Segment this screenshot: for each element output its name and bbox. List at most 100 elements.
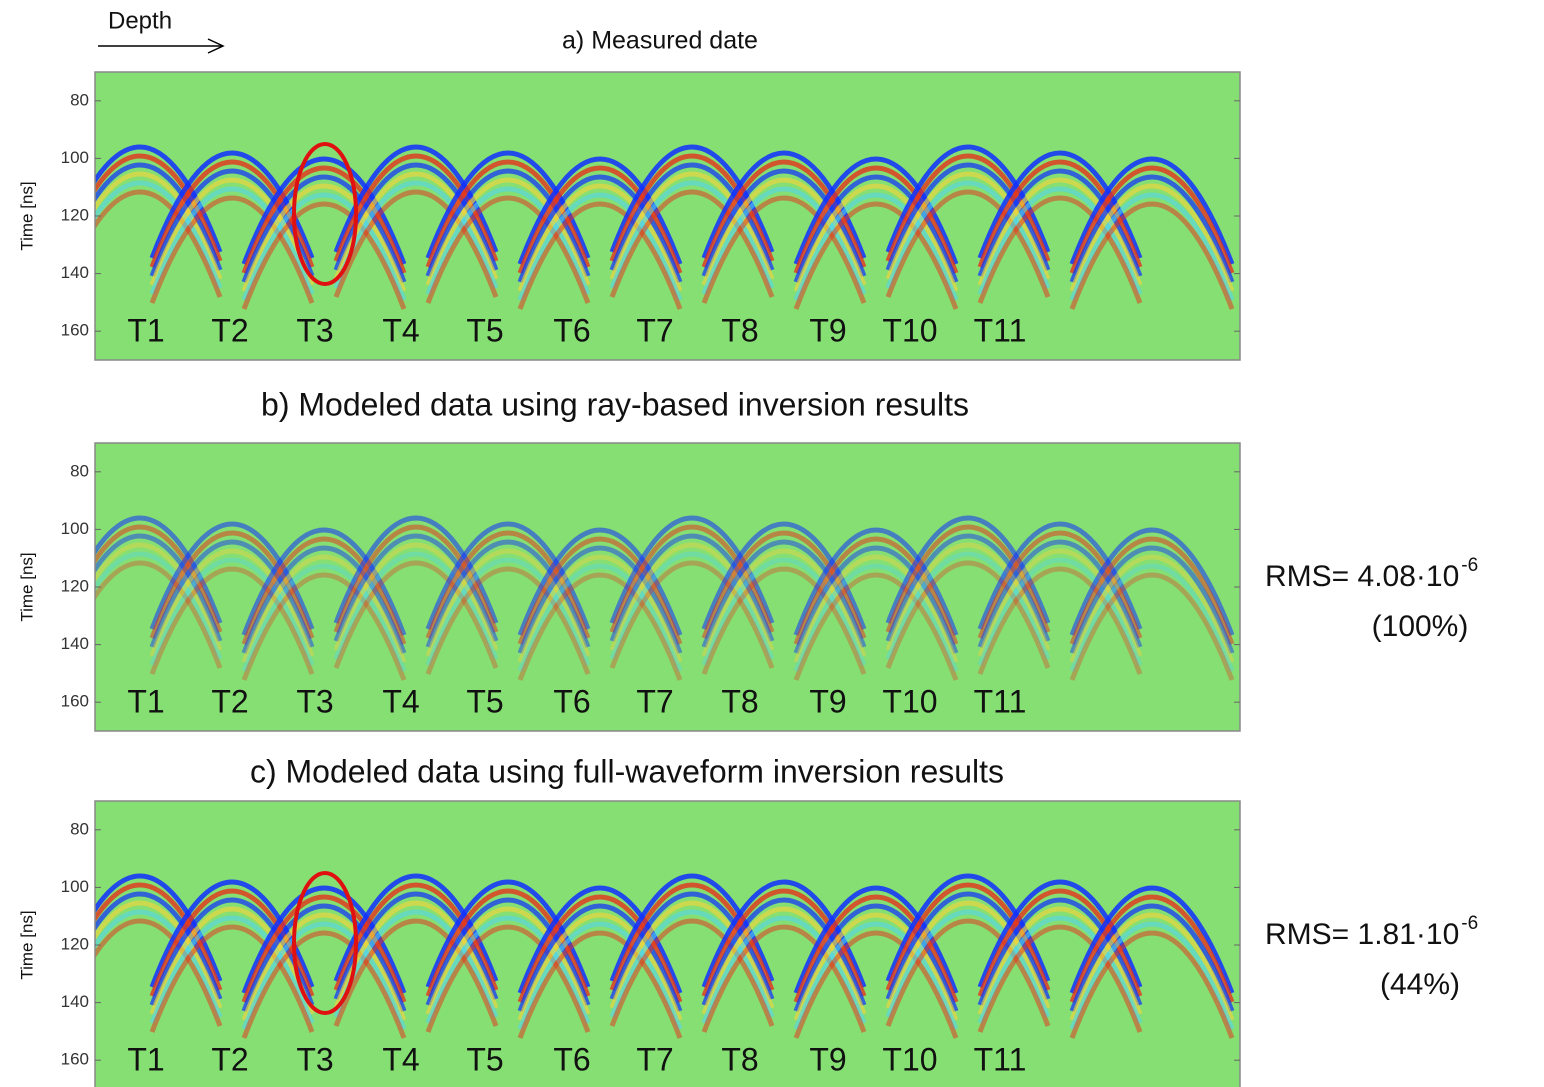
wave-arc <box>885 551 1051 660</box>
wave-arc <box>885 180 1051 289</box>
wave-arc <box>701 897 867 1006</box>
trace-label: T4 <box>382 1042 419 1078</box>
wave-arc <box>241 174 407 283</box>
y-tick-label: 140 <box>61 634 89 653</box>
wave-arc <box>517 183 683 292</box>
wave-arc <box>609 515 775 624</box>
wave-arc <box>425 539 591 648</box>
wave-arc <box>95 918 223 1027</box>
wave-arc <box>609 542 775 651</box>
wave-arc <box>977 195 1143 304</box>
trace-label: T2 <box>211 313 248 349</box>
wave-arc <box>241 894 407 1003</box>
wave-arc <box>95 515 223 624</box>
wave-arc <box>609 560 775 669</box>
wave-arc <box>885 515 1051 624</box>
wave-arc <box>1069 192 1235 301</box>
wave-arc <box>95 909 223 1018</box>
wave-arc <box>609 900 775 1009</box>
y-tick-label: 160 <box>61 321 89 340</box>
y-tick-label: 140 <box>61 263 89 282</box>
wave-arc <box>885 891 1051 1000</box>
rms-percent: (100%) <box>1372 610 1469 643</box>
wave-arc <box>1069 183 1235 292</box>
wave-arc <box>333 918 499 1027</box>
wave-arc <box>793 912 959 1021</box>
wave-arc <box>885 542 1051 651</box>
rms-text: RMS= 4.08·10 <box>1265 560 1459 593</box>
trace-label: T1 <box>127 684 164 720</box>
wave-arc <box>977 897 1143 1006</box>
wave-arc <box>977 530 1143 639</box>
wave-arc <box>333 189 499 298</box>
wave-arc <box>517 885 683 994</box>
wave-arc <box>977 548 1143 657</box>
wave-arc <box>425 906 591 1015</box>
wave-arc <box>241 156 407 265</box>
wave-arc <box>793 545 959 654</box>
wave-arc <box>95 162 223 271</box>
trace-label: T9 <box>809 313 846 349</box>
panel-title: b) Modeled data using ray-based inversio… <box>261 386 969 422</box>
wave-arc <box>149 897 315 1006</box>
wave-arc <box>1069 921 1235 1030</box>
wave-arc <box>1069 572 1235 681</box>
trace-label: T6 <box>553 313 590 349</box>
wave-arc <box>425 177 591 286</box>
trace-label: T7 <box>636 1042 673 1078</box>
wave-arc <box>241 545 407 654</box>
highlight-ellipse <box>292 871 358 1015</box>
wave-arc <box>333 542 499 651</box>
wave-arc <box>333 524 499 633</box>
y-tick-label: 140 <box>61 992 89 1011</box>
trace-label: T8 <box>721 1042 758 1078</box>
wave-arc <box>517 201 683 310</box>
rms-exponent: -6 <box>1461 555 1478 576</box>
wave-arc <box>517 894 683 1003</box>
wave-arc <box>149 915 315 1024</box>
wave-arc <box>333 551 499 660</box>
wave-arc <box>977 557 1143 666</box>
trace-label: T1 <box>127 1042 164 1078</box>
wave-arc <box>425 924 591 1033</box>
trace-label: T10 <box>882 684 937 720</box>
wave-arc <box>95 524 223 633</box>
wave-arc <box>977 566 1143 675</box>
wave-arc <box>1069 563 1235 672</box>
wave-arc <box>425 168 591 277</box>
wave-arc <box>425 548 591 657</box>
wave-arc <box>241 921 407 1030</box>
rms-percent: (44%) <box>1380 968 1460 1001</box>
wave-arc <box>95 189 223 298</box>
trace-label: T5 <box>466 684 503 720</box>
trace-label: T8 <box>721 313 758 349</box>
wave-arc <box>95 542 223 651</box>
wave-arc <box>425 897 591 1006</box>
wave-arc <box>333 180 499 289</box>
wave-arc <box>241 912 407 1021</box>
wave-arc <box>517 527 683 636</box>
wave-arc <box>1069 894 1235 1003</box>
wave-arc <box>1069 912 1235 1021</box>
y-axis-label: Time [ns] <box>17 181 36 250</box>
wave-arc <box>517 536 683 645</box>
wave-arc <box>95 171 223 280</box>
wave-arc <box>793 930 959 1039</box>
wave-arc <box>241 527 407 636</box>
y-tick-label: 120 <box>61 934 89 953</box>
wave-arc <box>977 521 1143 630</box>
trace-label: T7 <box>636 684 673 720</box>
wave-arc <box>609 891 775 1000</box>
wave-arc <box>609 162 775 271</box>
trace-label: T11 <box>974 684 1027 720</box>
trace-label: T3 <box>296 1042 333 1078</box>
wave-arc <box>701 548 867 657</box>
wave-arc <box>701 557 867 666</box>
y-axis-label: Time [ns] <box>17 552 36 621</box>
wave-arc <box>425 530 591 639</box>
wave-arc <box>701 539 867 648</box>
panel-title: c) Modeled data using full-waveform inve… <box>250 753 1004 789</box>
wave-arc <box>241 165 407 274</box>
wave-arc <box>1069 930 1235 1039</box>
